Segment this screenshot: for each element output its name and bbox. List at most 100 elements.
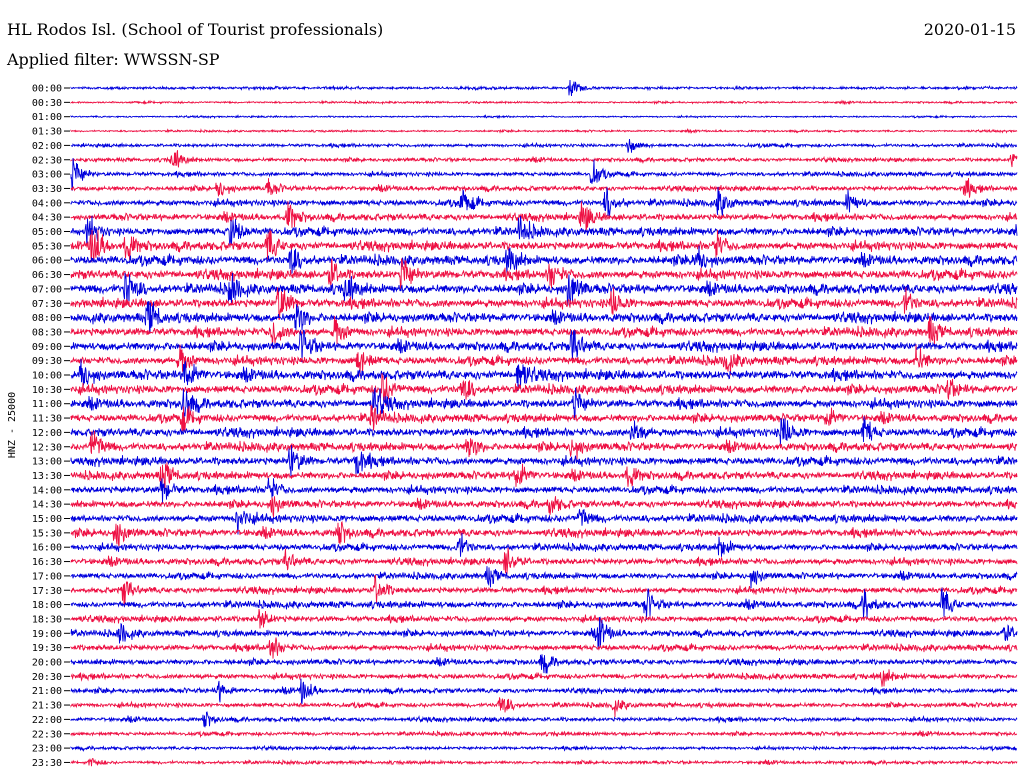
time-tick-label: 14:30	[32, 500, 62, 511]
date-label: 2020-01-15	[923, 20, 1016, 39]
trace-1730	[70, 574, 1018, 607]
trace-2130	[70, 697, 1018, 718]
trace-0500	[70, 215, 1018, 248]
time-tick-label: 05:30	[32, 241, 62, 252]
station-title: HL Rodos Isl. (School of Tourist profess…	[7, 20, 384, 39]
trace-0100	[70, 114, 1018, 120]
filter-label: Applied filter: WWSSN-SP	[7, 50, 220, 69]
trace-0030	[70, 99, 1018, 106]
time-tick-label: 23:00	[32, 744, 62, 755]
time-tick-label: 16:30	[32, 557, 62, 568]
trace-1500	[70, 509, 1018, 535]
time-tick-label: 13:30	[32, 471, 62, 482]
time-tick-label: 06:00	[32, 256, 62, 267]
time-tick-label: 09:30	[32, 356, 62, 367]
trace-0700	[70, 272, 1018, 306]
trace-2200	[70, 711, 1018, 728]
time-tick-label: 19:30	[32, 643, 62, 654]
trace-1330	[70, 462, 1018, 492]
time-tick-label: 21:30	[32, 701, 62, 712]
time-tick-label: 17:00	[32, 571, 62, 582]
trace-1930	[70, 637, 1018, 659]
time-tick-label: 02:30	[32, 155, 62, 166]
time-tick-label: 08:30	[32, 327, 62, 338]
trace-2330	[70, 758, 1018, 767]
trace-1530	[70, 520, 1018, 548]
trace-1800	[70, 586, 1018, 620]
trace-0430	[70, 201, 1018, 232]
time-tick-label: 01:30	[32, 127, 62, 138]
trace-0000	[70, 79, 1018, 97]
trace-1300	[70, 445, 1018, 478]
trace-2230	[70, 729, 1018, 739]
time-tick-label: 17:30	[32, 586, 62, 597]
time-tick-label: 03:30	[32, 184, 62, 195]
time-tick-label: 01:00	[32, 112, 62, 123]
trace-0400	[70, 186, 1018, 217]
trace-1030	[70, 373, 1018, 406]
time-tick-label: 03:00	[32, 170, 62, 181]
time-tick-label: 20:30	[32, 672, 62, 683]
trace-1130	[70, 404, 1018, 433]
time-tick-label: 20:00	[32, 658, 62, 669]
time-tick-label: 23:30	[32, 758, 62, 769]
time-tick-label: 10:30	[32, 385, 62, 396]
time-tick-label: 07:30	[32, 299, 62, 310]
time-tick-label: 22:30	[32, 729, 62, 740]
trace-0800	[70, 301, 1018, 334]
time-tick-label: 07:00	[32, 284, 62, 295]
trace-1600	[70, 532, 1018, 557]
time-tick-label: 15:00	[32, 514, 62, 525]
trace-0630	[70, 258, 1018, 291]
trace-2030	[70, 669, 1018, 687]
trace-0200	[70, 139, 1017, 153]
time-tick-label: 06:30	[32, 270, 62, 281]
trace-0530	[70, 229, 1018, 262]
time-tick-label: 15:30	[32, 528, 62, 539]
time-tick-label: 00:30	[32, 98, 62, 109]
time-tick-label: 18:00	[32, 600, 62, 611]
trace-0600	[70, 245, 1018, 275]
time-tick-label: 11:30	[32, 414, 62, 425]
time-tick-label: 05:00	[32, 227, 62, 238]
time-tick-label: 00:00	[32, 84, 62, 95]
time-tick-label: 08:00	[32, 313, 62, 324]
time-tick-label: 14:00	[32, 485, 62, 496]
trace-0900	[70, 329, 1018, 363]
trace-0300	[70, 158, 1018, 191]
trace-1830	[70, 609, 1018, 629]
trace-1400	[70, 477, 1018, 504]
traces-group	[70, 79, 1018, 767]
time-tick-label: 02:00	[32, 141, 62, 152]
trace-2100	[70, 678, 1018, 705]
time-tick-label: 12:00	[32, 428, 62, 439]
time-tick-label: 22:00	[32, 715, 62, 726]
time-tick-label: 16:00	[32, 543, 62, 554]
time-tick-label: 09:00	[32, 342, 62, 353]
trace-0730	[70, 287, 1018, 320]
trace-1000	[70, 358, 1018, 392]
trace-0330	[70, 177, 1018, 198]
trace-1100	[70, 387, 1018, 421]
trace-1230	[70, 430, 1018, 460]
time-tick-label: 04:30	[32, 213, 62, 224]
time-tick-label: 21:00	[32, 686, 62, 697]
time-tick-label: 04:00	[32, 198, 62, 209]
y-axis-label: HNZ - 25000	[7, 392, 18, 458]
trace-1900	[70, 616, 1018, 650]
trace-0830	[70, 315, 1018, 348]
trace-1700	[70, 566, 1018, 589]
time-tick-label: 13:00	[32, 457, 62, 468]
trace-0230	[70, 150, 1018, 168]
time-tick-label: 19:00	[32, 629, 62, 640]
time-tick-label: 11:00	[32, 399, 62, 410]
trace-1630	[70, 547, 1018, 574]
trace-0930	[70, 344, 1018, 377]
trace-0130	[70, 128, 1018, 134]
trace-1430	[70, 496, 1018, 518]
time-tick-label: 12:30	[32, 442, 62, 453]
time-tick-label: 18:30	[32, 614, 62, 625]
trace-2000	[70, 654, 1018, 674]
time-labels-group: 00:00 00:30 01:00 01:30 02:00 02:30 03:00 03:30…	[32, 84, 70, 769]
